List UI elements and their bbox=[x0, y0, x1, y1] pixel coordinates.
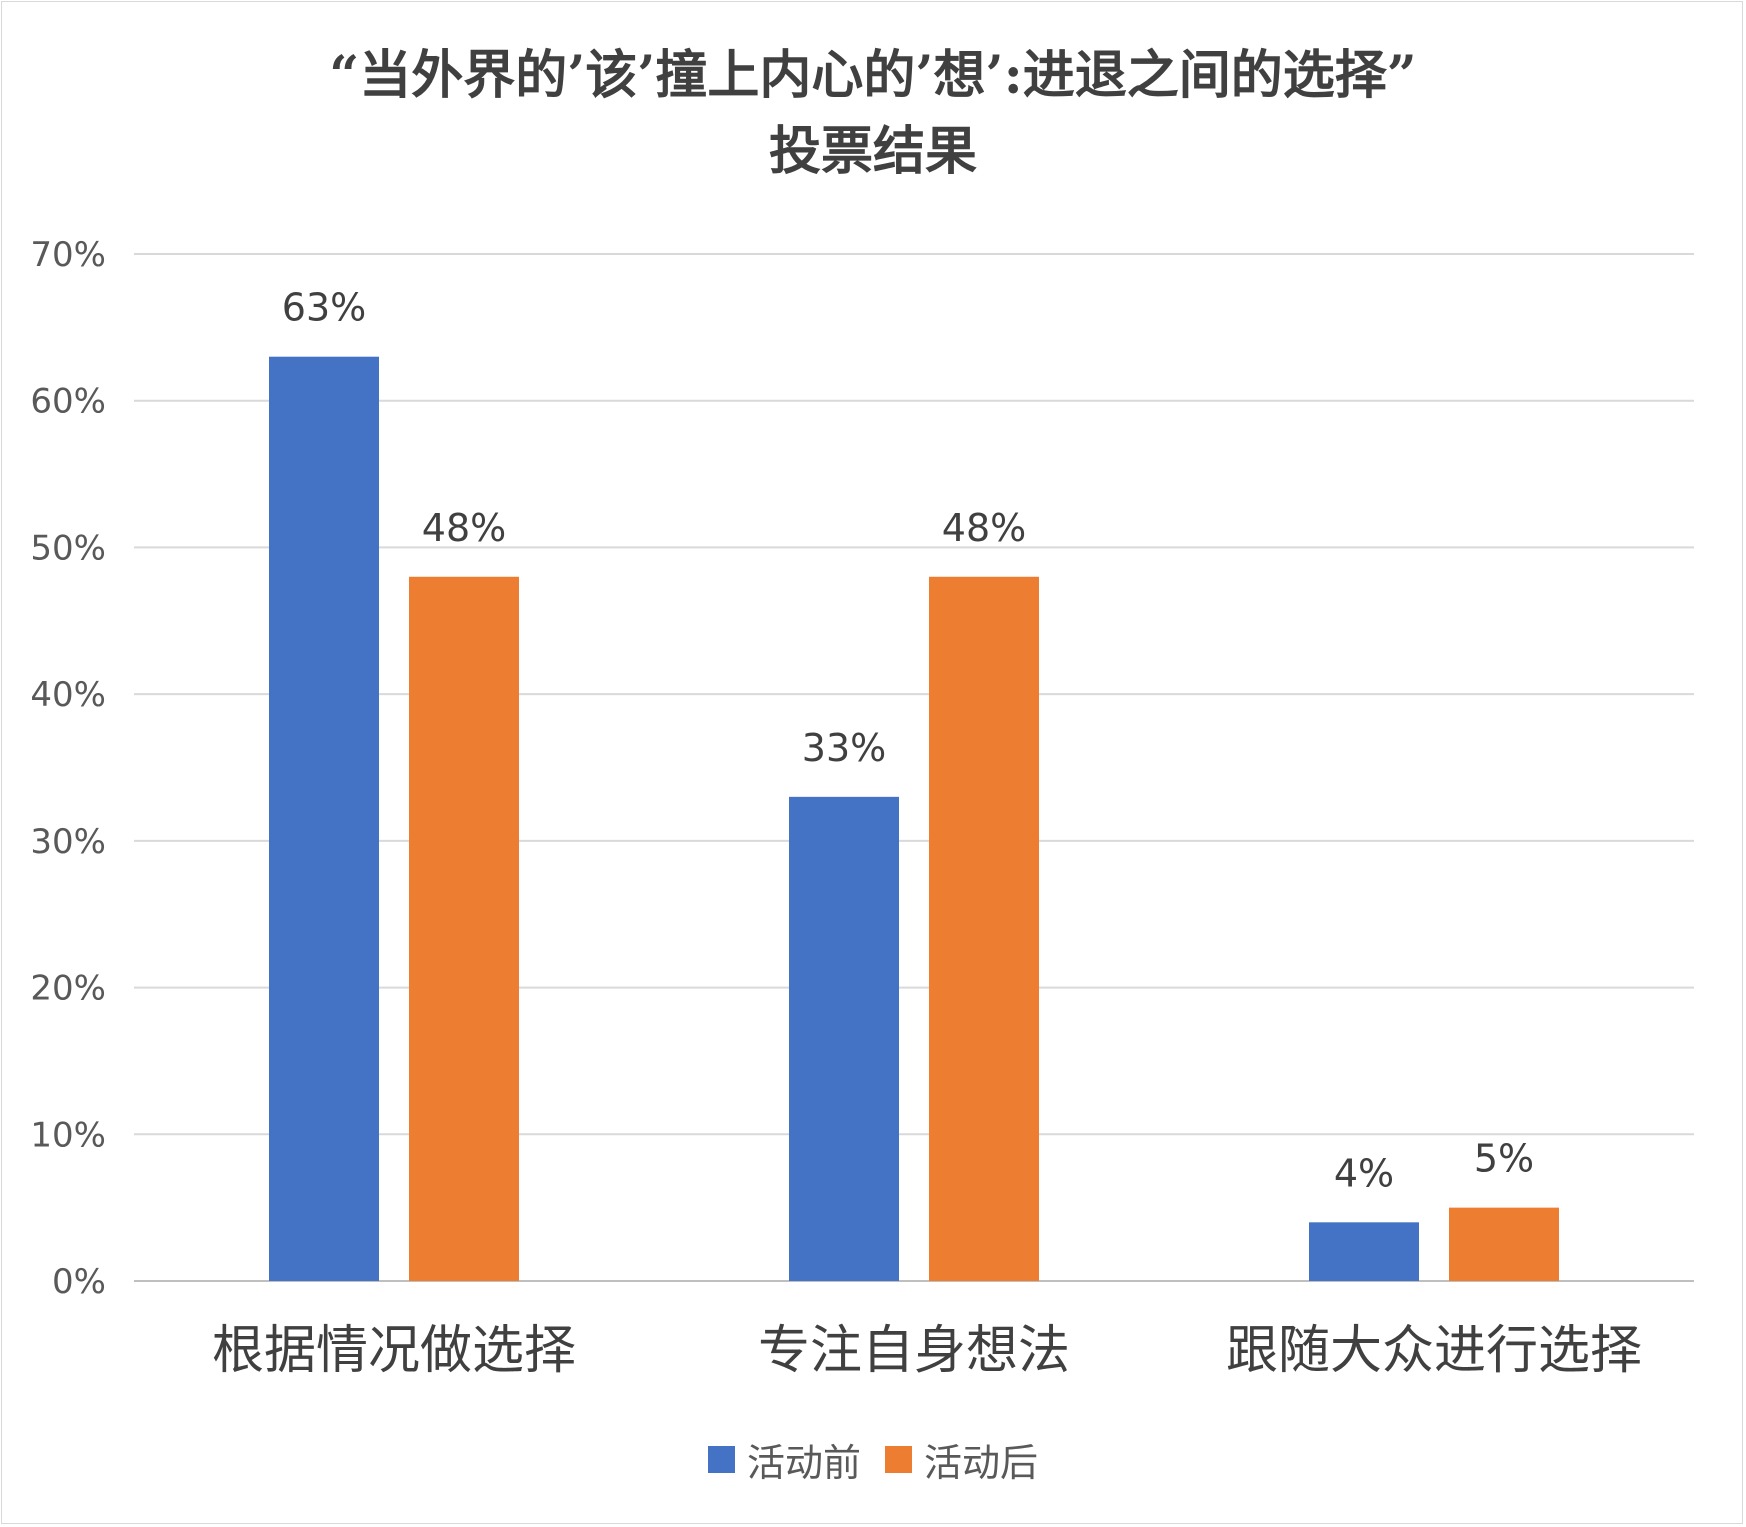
y-tick-label: 50% bbox=[30, 528, 106, 568]
bar-after-0[interactable] bbox=[409, 576, 519, 1281]
legend-label: 活动后 bbox=[924, 1441, 1039, 1485]
y-tick-label: 40% bbox=[30, 675, 106, 715]
x-category-label: 跟随大众进行选择 bbox=[1226, 1321, 1642, 1381]
data-label: 63% bbox=[282, 286, 366, 330]
x-category-label: 根据情况做选择 bbox=[212, 1321, 576, 1381]
chart-title: “当外界的’该’撞上内心的’想’:进退之间的选择” 投票结果 bbox=[0, 38, 1746, 190]
y-tick-label: 20% bbox=[30, 969, 106, 1009]
chart-subtitle: 投票结果 bbox=[768, 121, 977, 182]
legend-swatch bbox=[885, 1446, 913, 1473]
legend: 活动前 活动后 bbox=[0, 1432, 1746, 1487]
legend-label: 活动前 bbox=[746, 1441, 861, 1485]
y-tick-label: 10% bbox=[30, 1115, 106, 1155]
bars bbox=[269, 356, 1559, 1281]
x-axis-category-labels: 根据情况做选择 专注自身想法 跟随大众进行选择 bbox=[212, 1321, 1642, 1381]
legend-swatch bbox=[707, 1446, 735, 1473]
legend-item-series-1[interactable]: 活动后 bbox=[885, 1432, 1038, 1487]
data-label: 33% bbox=[802, 726, 886, 770]
gridlines bbox=[134, 253, 1694, 1282]
data-labels: 63% 48% 33% 48% 4% 5% bbox=[282, 286, 1534, 1196]
legend-item-series-0[interactable]: 活动前 bbox=[707, 1432, 861, 1487]
y-tick-label: 30% bbox=[30, 822, 106, 862]
data-label: 48% bbox=[422, 506, 506, 550]
bar-before-1[interactable] bbox=[789, 796, 899, 1281]
y-tick-label: 0% bbox=[52, 1262, 106, 1302]
bar-after-2[interactable] bbox=[1449, 1207, 1559, 1281]
chart-title-line1: “当外界的’该’撞上内心的’想’:进退之间的选择” bbox=[329, 45, 1417, 106]
y-axis-tick-labels: 0% 10% 20% 30% 40% 50% 60% 70% bbox=[30, 235, 106, 1302]
bar-after-1[interactable] bbox=[929, 576, 1039, 1281]
y-tick-label: 70% bbox=[30, 235, 106, 275]
bar-before-0[interactable] bbox=[269, 356, 379, 1281]
data-label: 48% bbox=[942, 506, 1026, 550]
x-category-label: 专注自身想法 bbox=[758, 1321, 1070, 1381]
y-tick-label: 60% bbox=[30, 382, 106, 422]
data-label: 5% bbox=[1474, 1137, 1534, 1181]
bar-before-2[interactable] bbox=[1309, 1222, 1419, 1281]
data-label: 4% bbox=[1334, 1151, 1394, 1195]
